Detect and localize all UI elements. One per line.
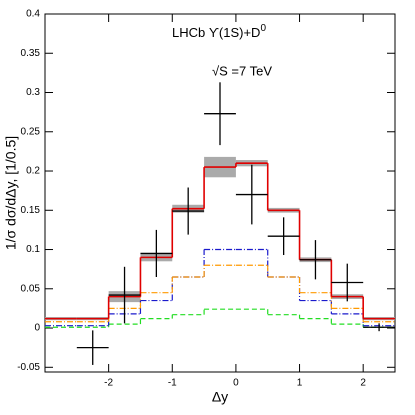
y-tick-label: 0.15 — [21, 205, 41, 216]
y-tick-label: 0.1 — [26, 244, 40, 255]
y-tick-label: 0.3 — [26, 87, 40, 98]
x-axis-label: Δy — [212, 389, 228, 405]
y-tick-label: 0.2 — [26, 166, 40, 177]
annotation: √S =7 TeV — [212, 63, 272, 78]
y-tick-label: 0.25 — [21, 126, 41, 137]
x-tick-label: -2 — [104, 378, 113, 389]
y-axis-label: 1/σ dσ/dΔy, [1/0.5] — [3, 136, 19, 250]
x-tick-label: 0 — [233, 378, 239, 389]
y-tick-label: 0.4 — [26, 9, 40, 20]
y-tick-label: -0.05 — [17, 362, 40, 373]
x-tick-label: 2 — [360, 378, 366, 389]
annotation: LHCb ϒ(1S)+D0 — [172, 23, 266, 41]
x-tick-label: 1 — [297, 378, 303, 389]
x-tick-label: -1 — [168, 378, 177, 389]
y-tick-label: 0.05 — [21, 283, 41, 294]
plot-frame — [44, 13, 396, 373]
y-tick-label: 0.35 — [21, 48, 41, 59]
y-tick-label: 0 — [34, 323, 40, 334]
